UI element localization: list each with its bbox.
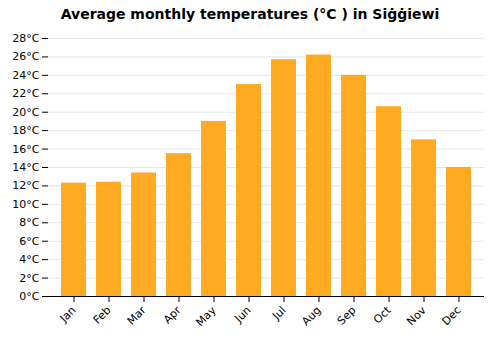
svg-text:Nov: Nov bbox=[404, 303, 429, 328]
svg-text:28°C: 28°C bbox=[12, 32, 39, 45]
svg-text:24°C: 24°C bbox=[12, 69, 39, 82]
svg-text:16°C: 16°C bbox=[12, 143, 39, 156]
svg-text:12°C: 12°C bbox=[12, 179, 39, 192]
svg-text:4°C: 4°C bbox=[19, 253, 39, 266]
svg-text:Jun: Jun bbox=[232, 304, 254, 326]
svg-text:Jul: Jul bbox=[269, 304, 288, 323]
svg-text:14°C: 14°C bbox=[12, 161, 39, 174]
svg-text:May: May bbox=[193, 303, 219, 329]
html-text:Average monthly temperatures (: Average monthly temperatures (°C ) in Si… bbox=[60, 6, 440, 22]
svg-text:Apr: Apr bbox=[161, 303, 184, 326]
svg-text:Oct: Oct bbox=[371, 303, 394, 326]
svg-text:18°C: 18°C bbox=[12, 124, 39, 137]
svg-text:26°C: 26°C bbox=[12, 50, 39, 63]
svg-text:Jan: Jan bbox=[57, 304, 79, 326]
svg-text:Dec: Dec bbox=[439, 304, 463, 328]
svg-text:Sep: Sep bbox=[335, 304, 359, 328]
svg-text:2°C: 2°C bbox=[19, 272, 39, 285]
svg-text:6°C: 6°C bbox=[19, 235, 39, 248]
svg-text:Mar: Mar bbox=[125, 303, 149, 327]
svg-text:0°C: 0°C bbox=[19, 290, 39, 303]
svg-text:8°C: 8°C bbox=[19, 216, 39, 229]
svg-text:Aug: Aug bbox=[299, 304, 323, 328]
svg-text:Feb: Feb bbox=[91, 304, 114, 327]
svg-text:22°C: 22°C bbox=[12, 87, 39, 100]
svg-text:20°C: 20°C bbox=[12, 106, 39, 119]
svg-text:10°C: 10°C bbox=[12, 198, 39, 211]
